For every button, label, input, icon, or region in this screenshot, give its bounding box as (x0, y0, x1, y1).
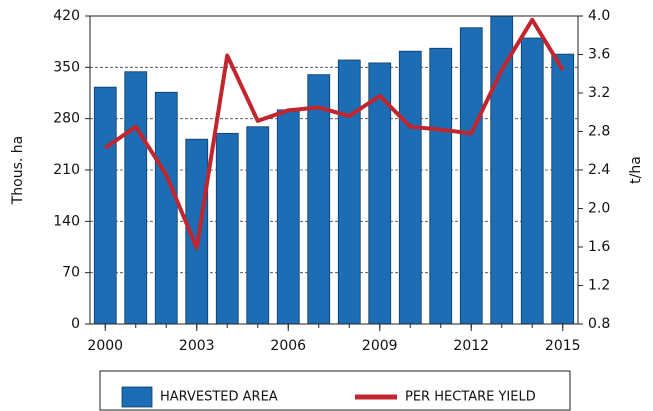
plot-frame (89, 15, 579, 325)
y-tick-label: 70 (62, 265, 80, 281)
y2-tick-label: 2.8 (588, 124, 610, 140)
y2-tick-label: 1.6 (588, 239, 610, 255)
bar (215, 132, 239, 325)
bar (246, 126, 270, 325)
bar (276, 109, 300, 325)
bar (490, 15, 514, 325)
x-tick-label: 2000 (87, 338, 123, 354)
x-tick-label: 2003 (179, 338, 215, 354)
bar (551, 53, 575, 325)
y2-tick-label: 4.0 (588, 8, 610, 24)
bar (459, 27, 483, 325)
bar (398, 50, 422, 325)
x-tick-label: 2006 (270, 338, 306, 354)
y-tick-label: 280 (53, 111, 80, 127)
legend-box (99, 370, 571, 411)
y2-tick-label: 2.4 (588, 162, 610, 178)
y2-tick-label: 2.0 (588, 201, 610, 217)
legend-label: PER HECTARE YIELD (405, 390, 536, 405)
y2-axis-label: t/ha (628, 156, 644, 184)
y2-tick-label: 3.2 (588, 85, 610, 101)
y-tick-label: 420 (53, 8, 80, 24)
legend-label: HARVESTED AREA (160, 390, 278, 405)
x-tick-label: 2015 (545, 338, 581, 354)
y2-tick-label: 0.8 (588, 316, 610, 332)
line (104, 17, 565, 250)
bar (429, 47, 453, 325)
bar (307, 74, 331, 325)
y-tick-label: 210 (53, 162, 80, 178)
bar (154, 91, 178, 325)
legend-swatch (121, 386, 153, 408)
x-tick-label: 2009 (362, 338, 398, 354)
y-tick-label: 0 (71, 316, 80, 332)
y2-tick-label: 3.6 (588, 47, 610, 63)
bar (124, 71, 148, 325)
bar (337, 59, 361, 325)
bar (93, 86, 117, 325)
y-tick-label: 140 (53, 213, 80, 229)
bar (520, 37, 544, 325)
y-axis-label: Thous. ha (10, 136, 26, 206)
x-tick-label: 2012 (453, 338, 489, 354)
y-tick-label: 350 (53, 59, 80, 75)
y2-tick-label: 1.2 (588, 278, 610, 294)
